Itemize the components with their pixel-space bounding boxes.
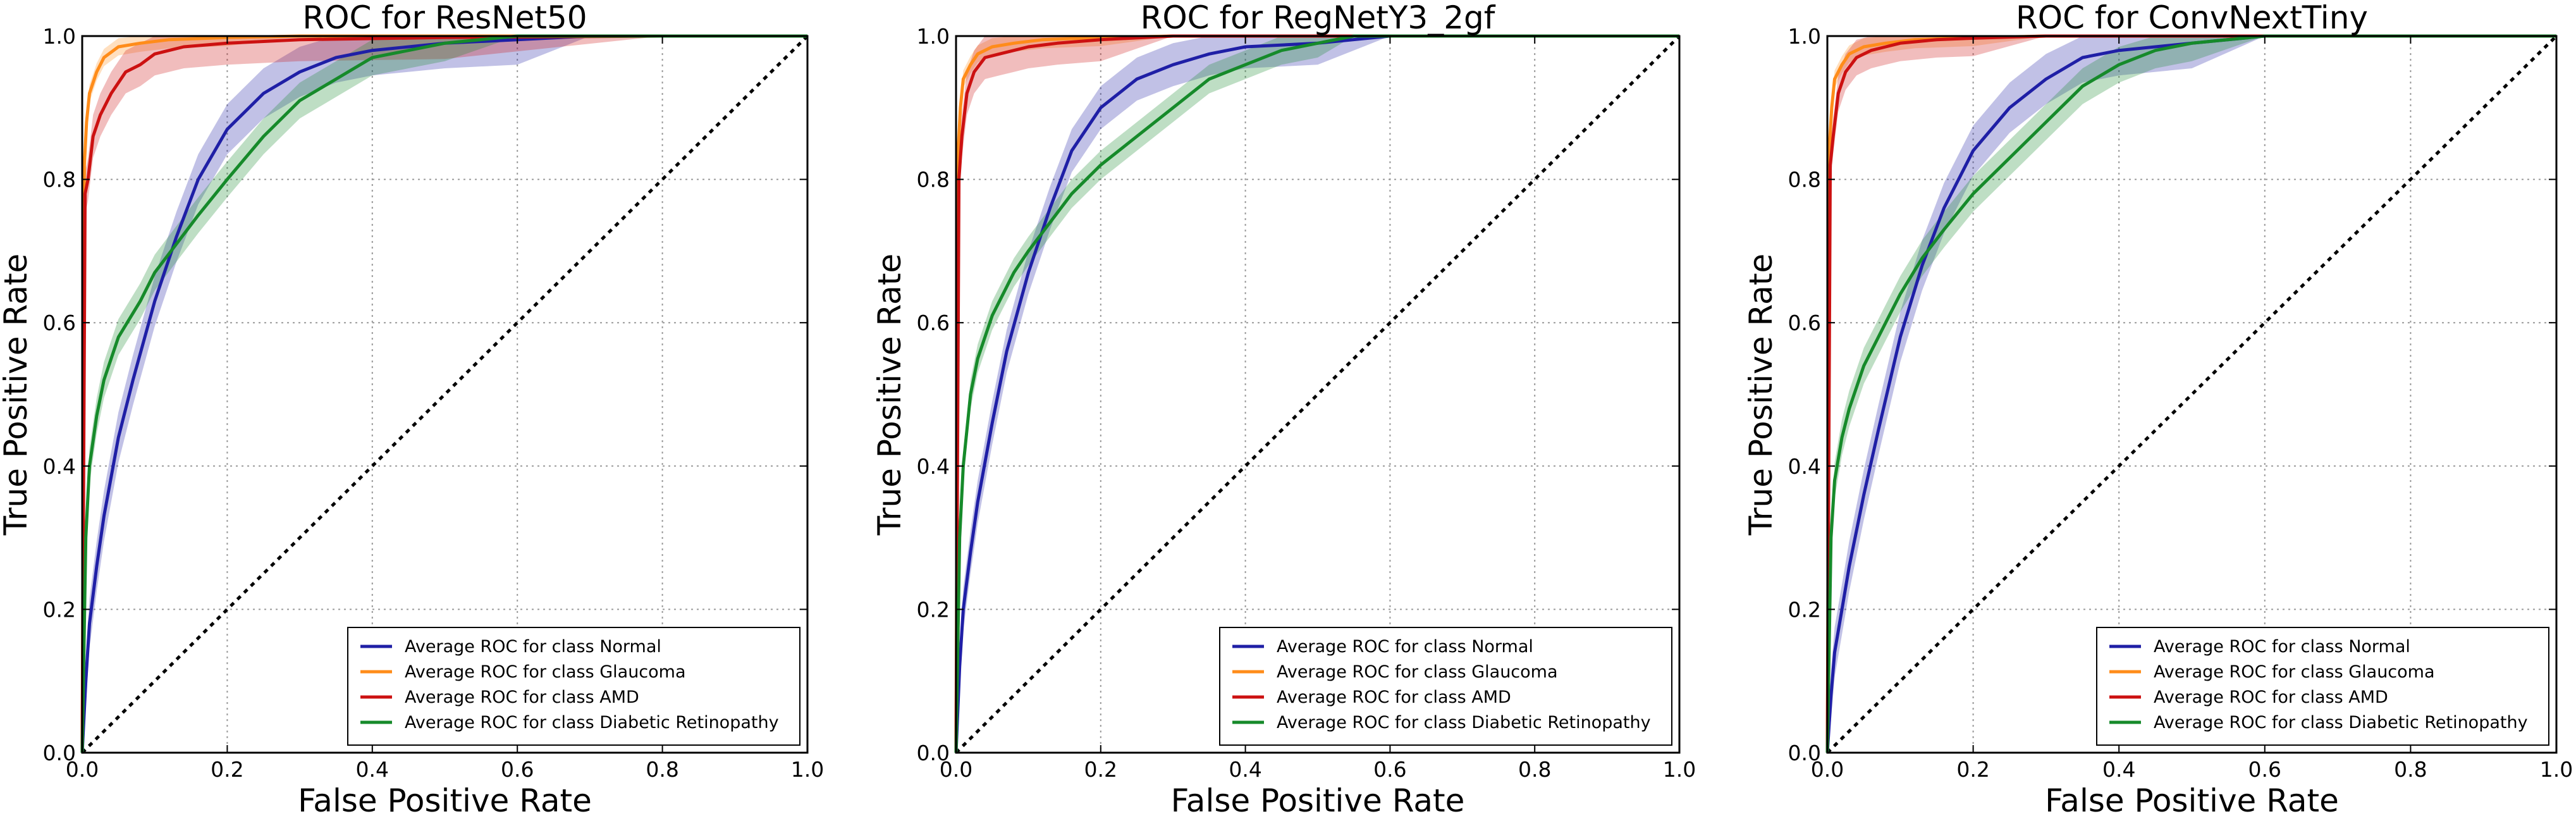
y-tick-label: 0.0 [43, 741, 76, 765]
chart-title: ROC for ConvNextTiny [2016, 0, 2368, 36]
y-tick-label: 0.2 [43, 597, 76, 622]
x-tick-label: 0.4 [2102, 757, 2135, 782]
roc-panel-1: 0.0 0.2 0.4 0.6 0.8 1.0 0.0 0.2 0.4 0.6 0.8 1.0 ROC … [0, 0, 824, 819]
roc-curve-diabetic-retinopathy [80, 34, 807, 753]
y-tick-label: 0.0 [917, 741, 950, 765]
x-tick-label: 0.6 [501, 757, 534, 782]
x-tick-label: 0.4 [1229, 757, 1261, 782]
x-tick-label: 0.4 [356, 757, 389, 782]
x-tick-label: 0.2 [1956, 757, 1989, 782]
x-tick-label: 0.8 [1518, 757, 1551, 782]
legend-label: Average ROC for class Normal [1277, 637, 1533, 657]
y-tick-label: 0.2 [1788, 597, 1821, 622]
y-axis-label: True Positive Rate [871, 254, 908, 536]
legend-label: Average ROC for class Glaucoma [2154, 662, 2435, 682]
plot-frame [1826, 35, 2558, 754]
roc-curve-diabetic-retinopathy [954, 34, 1679, 753]
roc-curve-normal [80, 34, 807, 753]
legend-box [1219, 627, 1672, 746]
roc-curve-amd [80, 34, 807, 753]
legend: Average ROC for class Normal Average ROC … [2096, 627, 2549, 746]
legend-label: Average ROC for class AMD [1277, 688, 1511, 707]
y-axis-label: True Positive Rate [0, 254, 34, 536]
x-tick-label: 0.8 [646, 757, 678, 782]
x-tick-label: 0.0 [1811, 757, 1844, 782]
chance-diagonal-line [955, 35, 1681, 754]
legend: Average ROC for class Normal Average ROC … [347, 627, 800, 746]
legend-label: Average ROC for class Diabetic Retinopat… [1277, 713, 1651, 732]
y-tick-label: 0.4 [917, 454, 950, 479]
legend-box [347, 627, 800, 746]
roc-curve-diabetic-retinopathy [1825, 34, 2556, 753]
legend-label: Average ROC for class Normal [405, 637, 661, 657]
y-tick-label: 1.0 [1788, 24, 1821, 49]
plot-frame [81, 35, 809, 754]
x-tick-label: 0.0 [66, 757, 99, 782]
chart-title: ROC for ResNet50 [302, 0, 587, 36]
legend-label: Average ROC for class AMD [405, 688, 639, 707]
legend-label: Average ROC for class Diabetic Retinopat… [405, 713, 779, 732]
x-axis-label: False Positive Rate [2045, 782, 2339, 819]
legend-label: Average ROC for class Glaucoma [1277, 662, 1558, 682]
legend-box [2096, 627, 2549, 746]
y-tick-label: 0.6 [917, 311, 950, 335]
y-tick-label: 0.8 [917, 168, 950, 192]
roc-curve-glaucoma [954, 34, 1679, 753]
y-tick-label: 1.0 [43, 24, 76, 49]
y-tick-label: 0.0 [1788, 741, 1821, 765]
roc-panel-2: 0.0 0.2 0.4 0.6 0.8 1.0 0.0 0.2 0.4 0.6 0.8 1.0 ROC … [871, 0, 1696, 819]
x-tick-label: 0.6 [2248, 757, 2281, 782]
legend-label: Average ROC for class Glaucoma [405, 662, 686, 682]
roc-curve-normal [1825, 34, 2556, 753]
y-tick-label: 0.2 [917, 597, 950, 622]
y-tick-label: 0.4 [1788, 454, 1821, 479]
y-axis-label: True Positive Rate [1743, 254, 1779, 536]
y-tick-label: 0.4 [43, 454, 76, 479]
plot-frame [955, 35, 1681, 754]
y-tick-label: 0.8 [43, 168, 76, 192]
x-tick-label: 0.2 [1084, 757, 1117, 782]
x-tick-label: 0.0 [940, 757, 972, 782]
chart-title: ROC for RegNetY3_2gf [1141, 0, 1496, 36]
x-tick-label: 1.0 [2540, 757, 2573, 782]
x-tick-label: 0.2 [211, 757, 243, 782]
legend-label: Average ROC for class Diabetic Retinopat… [2154, 713, 2528, 732]
x-axis-label: False Positive Rate [1171, 782, 1465, 819]
y-tick-label: 0.8 [1788, 168, 1821, 192]
x-tick-label: 1.0 [1663, 757, 1696, 782]
y-tick-label: 0.6 [43, 311, 76, 335]
y-tick-label: 0.6 [1788, 311, 1821, 335]
legend-label: Average ROC for class AMD [2154, 688, 2388, 707]
x-tick-label: 0.6 [1373, 757, 1406, 782]
x-tick-label: 1.0 [791, 757, 824, 782]
roc-panel-3: 0.0 0.2 0.4 0.6 0.8 1.0 0.0 0.2 0.4 0.6 0.8 1.0 ROC … [1743, 0, 2573, 819]
x-tick-label: 0.8 [2394, 757, 2427, 782]
x-axis-label: False Positive Rate [298, 782, 592, 819]
y-tick-label: 1.0 [917, 24, 950, 49]
legend: Average ROC for class Normal Average ROC … [1219, 627, 1672, 746]
legend-label: Average ROC for class Normal [2154, 637, 2410, 657]
